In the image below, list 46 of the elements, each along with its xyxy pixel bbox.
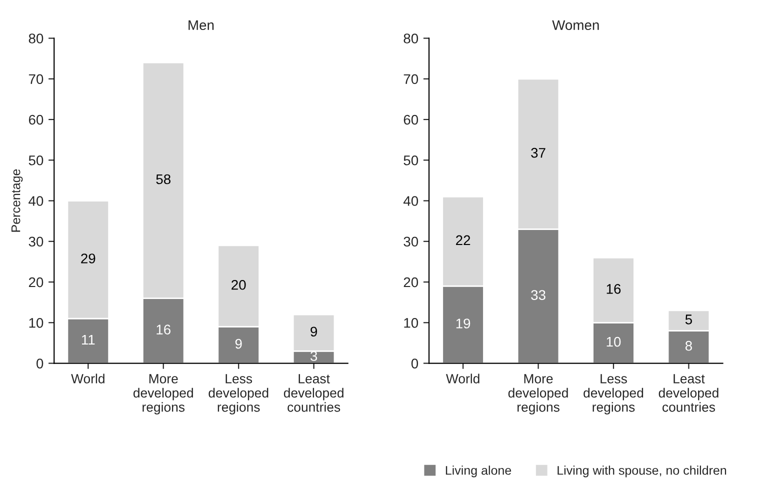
chart-title: Women <box>552 20 599 30</box>
data-label: 16 <box>156 324 170 335</box>
y-tick-label: 20 <box>28 277 44 288</box>
y-tick-label: 10 <box>404 318 418 328</box>
y-tick-label: 60 <box>404 114 418 125</box>
x-tick-label: Less developed regions <box>208 374 268 414</box>
y-tick-label: 50 <box>404 155 418 166</box>
data-label: 37 <box>531 148 546 158</box>
x-tick-label: Least developed countries <box>658 374 718 412</box>
data-label: 33 <box>531 290 546 300</box>
x-tick-label: Less developed regions <box>584 374 644 414</box>
data-label: 29 <box>81 254 96 264</box>
y-tick-label: 40 <box>28 196 44 206</box>
legend-label: Living alone <box>446 466 512 478</box>
y-tick-label: 70 <box>404 74 418 84</box>
x-tick-label: More developed regions <box>508 374 568 414</box>
data-label: 58 <box>156 174 170 184</box>
y-tick-label: 0 <box>411 358 418 368</box>
data-label: 16 <box>606 284 621 294</box>
data-label: 10 <box>606 336 621 347</box>
y-tick-label: 20 <box>404 277 418 288</box>
data-label: 19 <box>456 318 470 328</box>
y-axis-title: Percentage <box>11 169 23 232</box>
y-tick-label: 40 <box>403 196 418 206</box>
y-tick-label: 70 <box>28 74 44 84</box>
data-label: 11 <box>82 334 95 345</box>
data-label: 9 <box>235 338 242 349</box>
y-tick-label: 50 <box>28 155 44 166</box>
data-label: 22 <box>456 235 470 245</box>
data-label: 20 <box>232 280 246 290</box>
y-tick-label: 80 <box>404 34 418 44</box>
x-tick-label: World <box>446 374 480 384</box>
y-tick-label: 30 <box>404 236 418 247</box>
x-tick-label: Least developed countries <box>284 374 344 412</box>
y-tick-label: 0 <box>36 358 44 368</box>
data-label: 9 <box>310 326 318 337</box>
y-tick-label: 60 <box>28 114 44 125</box>
data-label: 5 <box>685 314 692 324</box>
y-tick-label: 30 <box>28 236 44 247</box>
chart-title: Men <box>188 20 214 30</box>
x-tick-label: World <box>71 374 104 384</box>
y-tick-label: 80 <box>28 34 44 44</box>
x-tick-label: More developed regions <box>133 374 193 414</box>
legend-label: Living with spouse, no children <box>558 466 726 478</box>
y-tick-label: 10 <box>29 318 44 328</box>
data-label: 8 <box>685 340 692 351</box>
